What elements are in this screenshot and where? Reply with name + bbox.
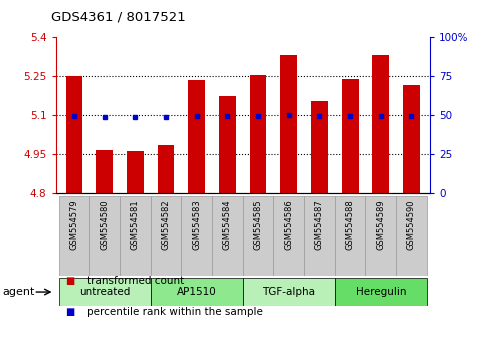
Bar (396, 196, 427, 276)
Bar (273, 196, 304, 276)
Bar (181, 196, 212, 276)
Bar (151, 196, 181, 276)
Bar (66, 76, 83, 193)
Bar (243, 278, 335, 306)
Bar (127, 152, 144, 193)
Bar (366, 196, 396, 276)
Bar (89, 196, 120, 276)
Bar (250, 75, 267, 193)
Bar (157, 145, 174, 193)
Text: transformed count: transformed count (87, 276, 184, 286)
Bar (58, 278, 151, 306)
Bar (58, 196, 89, 276)
Bar (96, 150, 113, 193)
Text: Heregulin: Heregulin (355, 287, 406, 297)
Bar (151, 278, 243, 306)
Text: GSM554586: GSM554586 (284, 200, 293, 250)
Bar (212, 196, 243, 276)
Text: GSM554584: GSM554584 (223, 200, 232, 250)
Text: agent: agent (2, 287, 35, 297)
Bar (280, 55, 297, 193)
Text: AP1510: AP1510 (177, 287, 216, 297)
Bar (341, 79, 358, 193)
Text: GSM554589: GSM554589 (376, 200, 385, 250)
Text: GDS4361 / 8017521: GDS4361 / 8017521 (51, 11, 185, 24)
Text: ■: ■ (65, 307, 74, 316)
Text: percentile rank within the sample: percentile rank within the sample (87, 307, 263, 316)
Text: TGF-alpha: TGF-alpha (262, 287, 315, 297)
Text: GSM554581: GSM554581 (131, 200, 140, 250)
Text: GSM554587: GSM554587 (315, 200, 324, 250)
Text: GSM554590: GSM554590 (407, 200, 416, 250)
Bar (403, 85, 420, 193)
Text: GSM554582: GSM554582 (161, 200, 170, 250)
Text: ■: ■ (65, 276, 74, 286)
Text: untreated: untreated (79, 287, 130, 297)
Bar (335, 196, 366, 276)
Bar (311, 101, 328, 193)
Bar (335, 278, 427, 306)
Bar (219, 96, 236, 193)
Text: GSM554580: GSM554580 (100, 200, 109, 250)
Text: GSM554579: GSM554579 (70, 200, 78, 250)
Bar (243, 196, 273, 276)
Bar (304, 196, 335, 276)
Text: GSM554588: GSM554588 (346, 200, 355, 250)
Bar (188, 80, 205, 193)
Bar (372, 55, 389, 193)
Text: GSM554585: GSM554585 (254, 200, 263, 250)
Bar (120, 196, 151, 276)
Text: GSM554583: GSM554583 (192, 200, 201, 250)
